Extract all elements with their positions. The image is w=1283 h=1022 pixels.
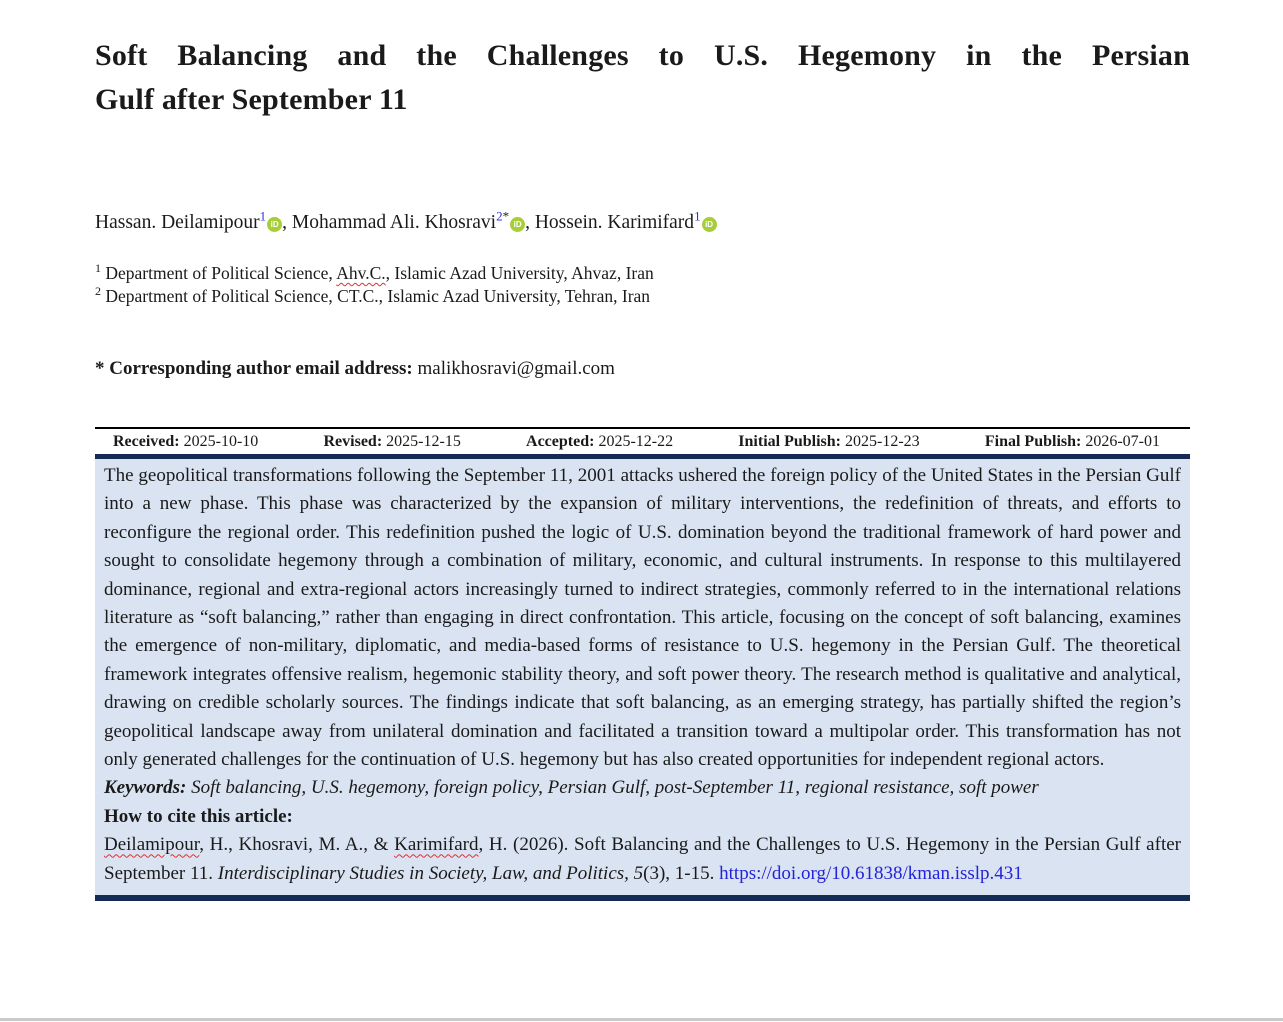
date-label: Received: — [113, 433, 180, 450]
date-value: 2026-07-01 — [1085, 433, 1160, 450]
keywords-text: Soft balancing, U.S. hegemony, foreign p… — [186, 777, 1039, 799]
author: Hossein. Karimifard1iD — [534, 208, 717, 233]
date-label: Initial Publish: — [738, 433, 841, 450]
corresponding-mark: * — [502, 208, 510, 224]
keywords-label: Keywords: — [104, 777, 187, 799]
corresponding-author-line: * Corresponding author email address: ma… — [95, 358, 1190, 380]
keywords-line: Keywords: Soft balancing, U.S. hegemony,… — [104, 774, 1181, 802]
citation-volume: 5 — [633, 862, 644, 884]
doi-link[interactable]: https://doi.org/10.61838/kman.isslp.431 — [719, 862, 1023, 884]
author-name: Hassan. Deilamipour — [95, 212, 260, 233]
citation-issue-pages: (3), 1-15. — [643, 862, 720, 884]
author-affiliation-sup: 1 — [694, 208, 701, 224]
author-list: Hassan. Deilamipour1iD, Mohammad Ali. Kh… — [95, 210, 1190, 236]
affiliation-list: 1 Department of Political Science, Ahv.C… — [95, 262, 1190, 308]
page-bottom-edge — [0, 1018, 1283, 1021]
affiliation-abbrev-misspelled: Ahv.C. — [336, 263, 386, 283]
paper-title-line1: Soft Balancing and the Challenges to U.S… — [95, 39, 1190, 72]
date-label: Revised: — [323, 433, 383, 450]
affiliation-line: 2 Department of Political Science, CT.C.… — [95, 285, 1190, 308]
abstract-text: The geopolitical transformations followi… — [104, 465, 1181, 771]
author-name: Mohammad Ali. Khosravi — [291, 212, 497, 233]
author-affiliation-sup: 1 — [259, 208, 267, 224]
affiliation-line: 1 Department of Political Science, Ahv.C… — [95, 262, 1190, 285]
affiliation-sup: 2 — [95, 284, 101, 299]
date-label: Final Publish: — [984, 433, 1082, 450]
citation-segment: , H. (2026). Soft Balancing and the Chal… — [104, 834, 1181, 884]
orcid-icon[interactable]: iD — [701, 217, 717, 232]
citation-author3: Karimifard — [394, 834, 479, 856]
citation-author1: Deilamipour — [104, 834, 200, 856]
date-received: Received: 2025-10-10 — [113, 433, 258, 451]
article-dates-row: Received: 2025-10-10 Revised: 2025-12-15… — [95, 427, 1190, 454]
paper-title-line2: Gulf after September 11 — [95, 83, 408, 116]
abstract-section: The geopolitical transformations followi… — [95, 454, 1190, 902]
affiliation-text: Department of Political Science, CT.C., … — [105, 286, 651, 306]
citation-journal-name: Interdisciplinary Studies in Society, La… — [217, 862, 634, 884]
date-revised: Revised: 2025-12-15 — [324, 433, 461, 451]
author-name: Hossein. Karimifard — [534, 212, 695, 233]
citation-segment: , H., Khosravi, M. A., & — [199, 834, 395, 856]
date-accepted: Accepted: 2025-12-22 — [526, 433, 673, 451]
date-value: 2025-12-23 — [845, 433, 920, 450]
paper-title: Soft Balancing and the Challenges to U.S… — [95, 34, 1190, 122]
author-separator: , — [282, 212, 292, 233]
date-value: 2025-12-22 — [598, 433, 674, 450]
affiliation-text: , Islamic Azad University, Ahvaz, Iran — [385, 263, 654, 283]
date-label: Accepted: — [526, 433, 595, 450]
corresponding-email: malikhosravi@gmail.com — [417, 358, 615, 379]
orcid-icon[interactable]: iD — [510, 217, 526, 232]
how-to-cite-heading: How to cite this article: — [104, 805, 293, 827]
citation-text: Deilamipour, H., Khosravi, M. A., & Kari… — [104, 831, 1181, 888]
affiliation-sup: 1 — [95, 261, 101, 276]
affiliation-text: Department of Political Science, — [105, 263, 337, 283]
author-affiliation-sup: 2 — [496, 208, 503, 224]
author: Hassan. Deilamipour1iD, — [95, 208, 292, 234]
date-value: 2025-10-10 — [183, 433, 259, 450]
page-content: Soft Balancing and the Challenges to U.S… — [95, 0, 1190, 902]
orcid-icon[interactable]: iD — [267, 217, 283, 232]
date-value: 2025-12-15 — [386, 433, 461, 450]
author-separator: , — [525, 212, 535, 233]
author: Mohammad Ali. Khosravi2*iD, — [291, 208, 535, 234]
corresponding-label: * Corresponding author email address: — [95, 358, 413, 379]
date-final-publish: Final Publish: 2026-07-01 — [985, 433, 1160, 451]
date-initial-publish: Initial Publish: 2025-12-23 — [738, 433, 919, 451]
